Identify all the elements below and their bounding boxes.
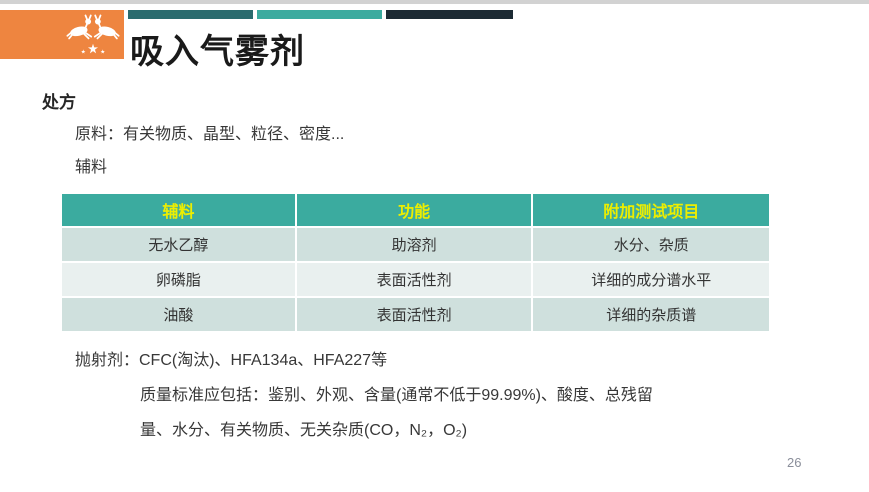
line-quality-standard-1: 质量标准应包括：鉴别、外观、含量(通常不低于99.99%)、酸度、总残留 [140, 387, 653, 404]
table-cell: 详细的杂质谱 [533, 298, 769, 331]
table-header-excipient: 辅料 [62, 194, 295, 226]
section-heading-prescription: 处方 [42, 93, 76, 112]
table-cell: 表面活性剂 [296, 263, 532, 296]
deco-bar-teal [257, 10, 382, 19]
page-number: 26 [787, 455, 802, 470]
table-cell: 油酸 [62, 298, 295, 331]
table-cell: 无水乙醇 [62, 228, 295, 261]
line-raw-material: 原料：有关物质、晶型、粒径、密度... [75, 126, 345, 143]
excipients-table: 辅料 功能 附加测试项目 无水乙醇 助溶剂 水分、杂质 卵磷脂 表面活性剂 详细… [60, 192, 771, 333]
table-header-additional-tests: 附加测试项目 [533, 194, 769, 226]
deer-emblem-icon [66, 14, 120, 54]
table-row: 无水乙醇 助溶剂 水分、杂质 [62, 228, 769, 261]
deco-bar-navy [386, 10, 513, 19]
top-gray-strip [0, 0, 869, 4]
table-row: 卵磷脂 表面活性剂 详细的成分谱水平 [62, 263, 769, 296]
line-propellant: 抛射剂：CFC(淘汰)、HFA134a、HFA227等 [75, 352, 388, 369]
table-row: 油酸 表面活性剂 详细的杂质谱 [62, 298, 769, 331]
table-header-row: 辅料 功能 附加测试项目 [62, 194, 769, 226]
line-quality-standard-2: 量、水分、有关物质、无关杂质(CO，N₂，O₂) [140, 422, 468, 439]
table-header-function: 功能 [296, 194, 532, 226]
table-cell: 助溶剂 [296, 228, 532, 261]
line-excipients-label: 辅料 [75, 159, 108, 176]
deco-bar-dark-teal [128, 10, 253, 19]
logo-block [0, 10, 124, 59]
table-cell: 详细的成分谱水平 [533, 263, 769, 296]
page-title: 吸入气雾剂 [130, 33, 305, 71]
table-cell: 水分、杂质 [533, 228, 769, 261]
table-cell: 卵磷脂 [62, 263, 295, 296]
table-cell: 表面活性剂 [296, 298, 532, 331]
